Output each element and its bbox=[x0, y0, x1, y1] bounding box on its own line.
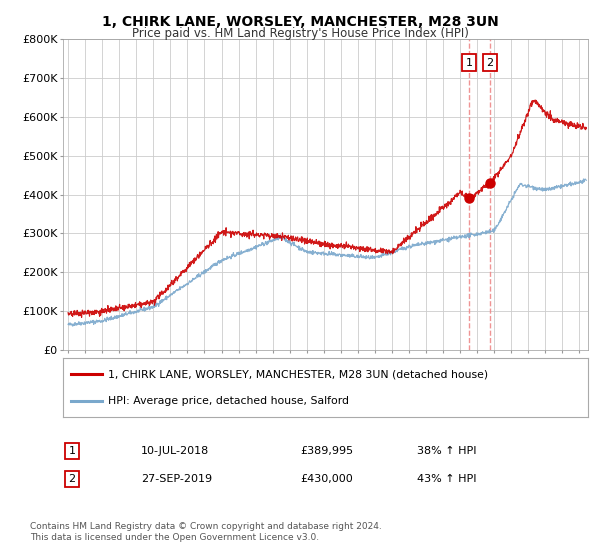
Text: 2: 2 bbox=[68, 474, 76, 484]
Text: 1, CHIRK LANE, WORSLEY, MANCHESTER, M28 3UN (detached house): 1, CHIRK LANE, WORSLEY, MANCHESTER, M28 … bbox=[107, 369, 488, 379]
Text: HPI: Average price, detached house, Salford: HPI: Average price, detached house, Salf… bbox=[107, 396, 349, 407]
Text: 38% ↑ HPI: 38% ↑ HPI bbox=[417, 446, 476, 456]
Text: 43% ↑ HPI: 43% ↑ HPI bbox=[417, 474, 476, 484]
Text: Price paid vs. HM Land Registry's House Price Index (HPI): Price paid vs. HM Land Registry's House … bbox=[131, 27, 469, 40]
Text: 1, CHIRK LANE, WORSLEY, MANCHESTER, M28 3UN: 1, CHIRK LANE, WORSLEY, MANCHESTER, M28 … bbox=[101, 15, 499, 29]
Text: £430,000: £430,000 bbox=[300, 474, 353, 484]
Text: 2: 2 bbox=[486, 58, 493, 68]
Text: 1: 1 bbox=[68, 446, 76, 456]
Text: Contains HM Land Registry data © Crown copyright and database right 2024.: Contains HM Land Registry data © Crown c… bbox=[30, 522, 382, 531]
Text: 10-JUL-2018: 10-JUL-2018 bbox=[141, 446, 209, 456]
Text: 27-SEP-2019: 27-SEP-2019 bbox=[141, 474, 212, 484]
Text: This data is licensed under the Open Government Licence v3.0.: This data is licensed under the Open Gov… bbox=[30, 533, 319, 542]
Text: 1: 1 bbox=[466, 58, 473, 68]
Text: £389,995: £389,995 bbox=[300, 446, 353, 456]
